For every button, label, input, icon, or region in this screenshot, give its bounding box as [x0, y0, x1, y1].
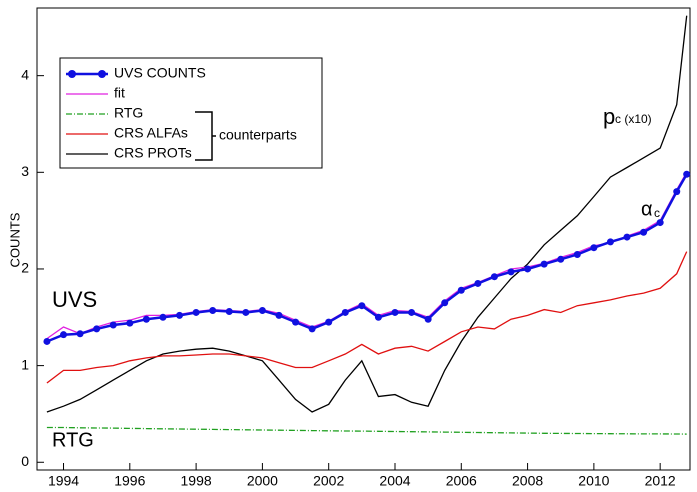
y-tick-label: 0: [21, 453, 29, 469]
x-tick-label: 2000: [247, 473, 278, 489]
annotation: c (x10): [615, 112, 652, 126]
legend-label: RTG: [114, 105, 143, 121]
series-line: [46, 171, 688, 340]
y-tick-label: 2: [21, 260, 29, 276]
data-point: [606, 238, 614, 246]
data-point: [325, 318, 333, 326]
data-point: [640, 228, 648, 236]
x-tick-label: 2002: [313, 473, 344, 489]
data-point: [192, 308, 200, 316]
data-point: [540, 260, 548, 268]
annotation: counterparts: [219, 127, 297, 143]
legend-bracket: [195, 111, 216, 161]
data-point: [524, 265, 532, 273]
data-point: [374, 313, 382, 321]
data-point: [457, 286, 465, 294]
x-tick-label: 2004: [379, 473, 410, 489]
data-point: [93, 325, 101, 333]
x-tick-label: 2012: [645, 473, 676, 489]
data-point: [209, 307, 217, 315]
legend-label: CRS PROTs: [114, 145, 192, 161]
legend-label: UVS COUNTS: [114, 65, 206, 81]
data-point: [424, 315, 432, 323]
data-point: [60, 331, 68, 339]
data-point: [474, 279, 482, 287]
x-tick-label: 1994: [48, 473, 79, 489]
series-line: [46, 426, 687, 435]
data-point: [490, 273, 498, 281]
data-point: [441, 299, 449, 307]
x-tick-label: 2006: [446, 473, 477, 489]
data-point: [308, 325, 316, 333]
data-point: [109, 321, 117, 329]
data-point: [623, 233, 631, 241]
annotation: RTG: [52, 429, 94, 451]
x-tick-label: 2008: [512, 473, 543, 489]
annotation: p: [603, 104, 615, 129]
data-point: [126, 319, 134, 327]
series-line: [46, 173, 688, 343]
data-point: [159, 313, 167, 321]
data-point: [242, 308, 250, 316]
data-point: [76, 330, 84, 338]
legend-label: CRS ALFAs: [114, 125, 188, 141]
y-axis-label: COUNTS: [7, 212, 22, 267]
data-point: [557, 255, 565, 263]
plot-frame: [36, 7, 691, 471]
y-tick-label: 1: [21, 356, 29, 372]
annotation: c: [654, 206, 660, 220]
data-point: [43, 337, 51, 345]
data-point: [142, 315, 150, 323]
data-point: [358, 302, 366, 310]
annotation: α: [641, 198, 653, 220]
x-tick-label: 2010: [578, 473, 609, 489]
data-point: [507, 268, 515, 276]
data-point: [590, 244, 598, 252]
legend-dot: [68, 70, 76, 78]
data-point: [176, 311, 184, 319]
data-point: [656, 219, 664, 227]
data-point: [275, 311, 283, 319]
y-tick-label: 4: [21, 66, 29, 82]
data-point: [673, 188, 681, 196]
y-tick-label: 3: [21, 163, 29, 179]
data-point: [341, 308, 349, 316]
data-point: [391, 308, 399, 316]
data-point: [408, 308, 416, 316]
legend-dot: [98, 70, 106, 78]
data-point: [683, 170, 691, 178]
x-tick-label: 1996: [114, 473, 145, 489]
data-point: [292, 318, 300, 326]
data-point: [573, 250, 581, 258]
data-point: [225, 307, 233, 315]
series-line: [46, 251, 688, 384]
data-point: [258, 307, 266, 315]
legend-label: fit: [114, 85, 125, 101]
x-tick-label: 1998: [181, 473, 212, 489]
annotation: UVS: [52, 287, 97, 312]
